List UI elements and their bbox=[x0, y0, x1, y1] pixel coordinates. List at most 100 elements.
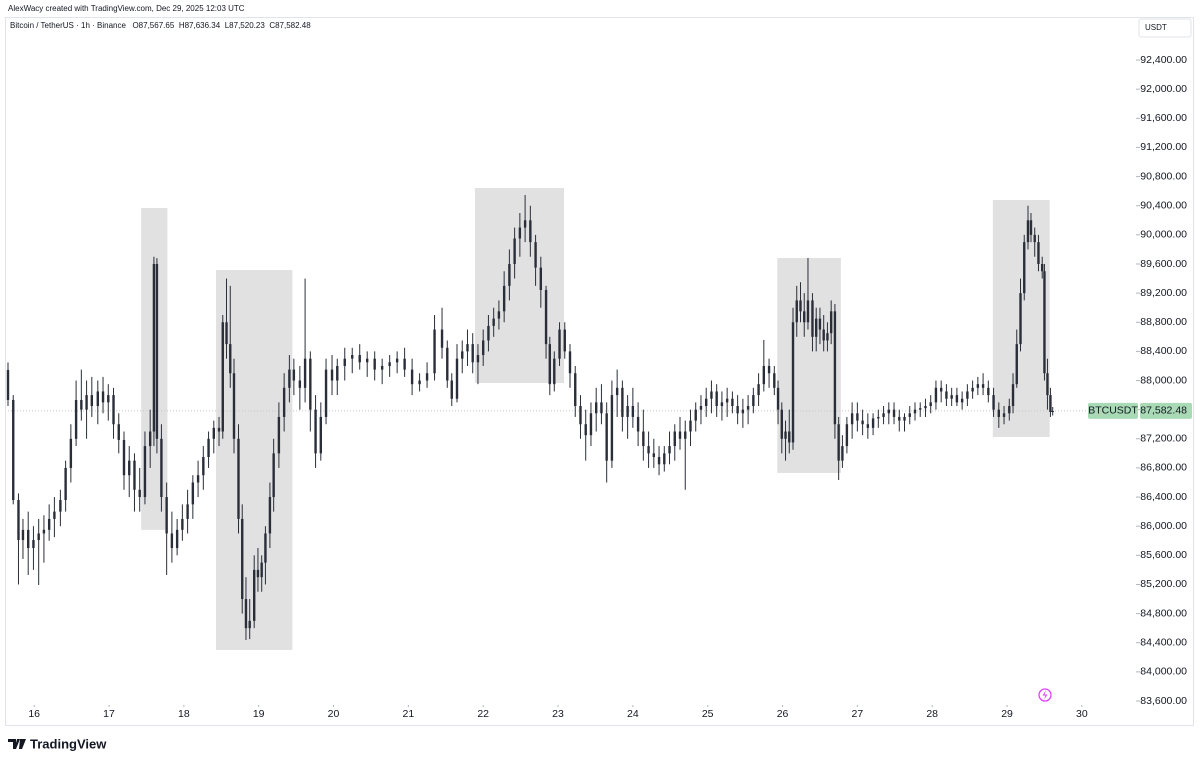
candle-body bbox=[191, 482, 195, 505]
brand-name[interactable]: TradingView bbox=[30, 736, 107, 751]
candle-body bbox=[992, 395, 995, 410]
candle-body bbox=[934, 387, 938, 403]
y-tick-label: 85,200.00 bbox=[1140, 578, 1187, 590]
candle-body bbox=[101, 391, 105, 403]
candle-body bbox=[523, 220, 527, 228]
x-tick-label: 23 bbox=[552, 708, 564, 720]
x-tick-label: 18 bbox=[178, 708, 190, 720]
price-tag bbox=[1140, 402, 1192, 419]
candle-body bbox=[955, 395, 959, 403]
candle-body bbox=[605, 413, 608, 461]
candle-body bbox=[138, 489, 141, 498]
candle-body bbox=[784, 431, 787, 439]
candle-body bbox=[987, 387, 990, 396]
candle-body bbox=[818, 318, 822, 330]
candle-body bbox=[799, 300, 802, 312]
candle-body bbox=[960, 398, 964, 403]
candle-body bbox=[268, 497, 272, 534]
candle-body bbox=[558, 329, 561, 359]
candle-body bbox=[403, 358, 406, 370]
candle-body bbox=[652, 453, 656, 458]
y-tick-label: 88,400.00 bbox=[1140, 345, 1187, 357]
ohlc-label: C87,582.48 bbox=[269, 21, 311, 30]
candle-body bbox=[767, 365, 771, 374]
candle-body bbox=[446, 347, 449, 381]
candle-body bbox=[1043, 271, 1046, 374]
candle-body bbox=[1051, 410, 1054, 413]
candle-body bbox=[440, 329, 444, 348]
candle-body bbox=[292, 369, 296, 381]
candle-body bbox=[272, 453, 275, 498]
candle-body bbox=[122, 439, 126, 476]
candle-body bbox=[80, 399, 83, 410]
brand-logo[interactable]: TradingView bbox=[8, 736, 107, 751]
x-tick-label: 30 bbox=[1076, 708, 1088, 720]
candle-body bbox=[997, 409, 1001, 417]
x-tick-label: 29 bbox=[1001, 708, 1013, 720]
candle-body bbox=[282, 387, 286, 417]
candle-body bbox=[244, 599, 248, 629]
candle-body bbox=[202, 457, 205, 476]
y-tick-label: 91,200.00 bbox=[1140, 141, 1187, 153]
candle-body bbox=[553, 358, 556, 385]
currency[interactable]: USDT bbox=[1145, 23, 1167, 32]
candle-body bbox=[642, 431, 645, 447]
candle-body bbox=[579, 406, 582, 425]
highlights bbox=[141, 188, 1050, 650]
candle-body bbox=[17, 499, 20, 541]
candle-body bbox=[822, 329, 825, 341]
candle-body bbox=[600, 402, 603, 414]
candle-body bbox=[248, 620, 251, 629]
candle-body bbox=[529, 220, 532, 243]
chart-title: Bitcoin / TetherUS · 1h · Binance bbox=[10, 21, 126, 30]
candle-body bbox=[492, 318, 495, 326]
candle-body bbox=[264, 533, 267, 563]
candle-body bbox=[1002, 413, 1006, 417]
candle-body bbox=[919, 408, 922, 410]
candle-body bbox=[882, 413, 885, 417]
candle-body bbox=[1023, 242, 1026, 294]
candle-body bbox=[260, 562, 263, 578]
candle-body bbox=[1026, 220, 1030, 243]
icon-bolt[interactable] bbox=[1042, 690, 1048, 700]
candle-body bbox=[148, 431, 152, 447]
x-tick-label: 27 bbox=[852, 708, 864, 720]
brand-mark[interactable] bbox=[8, 739, 26, 749]
candle-body bbox=[757, 384, 760, 396]
candle-body bbox=[908, 413, 911, 417]
candle-body bbox=[112, 395, 115, 425]
candle-body bbox=[425, 373, 429, 381]
currency-box[interactable] bbox=[1138, 18, 1192, 38]
y-tick-label: 90,800.00 bbox=[1140, 170, 1187, 182]
candle-body bbox=[90, 395, 94, 407]
candle-body bbox=[806, 300, 810, 323]
candle-body bbox=[589, 413, 593, 436]
candle-body bbox=[826, 333, 829, 341]
candle-body bbox=[1049, 395, 1052, 413]
candle-body bbox=[69, 438, 73, 468]
candle-body bbox=[903, 416, 906, 421]
candle-body bbox=[481, 340, 485, 356]
candle-body bbox=[64, 467, 67, 500]
candle-body bbox=[410, 369, 414, 385]
candle-body bbox=[631, 406, 635, 417]
candle-body bbox=[47, 518, 51, 530]
candle-body bbox=[966, 391, 969, 399]
candle-body bbox=[795, 300, 798, 323]
x-tick-label: 25 bbox=[702, 708, 714, 720]
candle-body bbox=[1011, 384, 1015, 407]
icon-circle[interactable] bbox=[1038, 688, 1052, 702]
replay-icon[interactable] bbox=[1038, 688, 1052, 702]
candle-body bbox=[461, 351, 464, 359]
x-tick-label: 16 bbox=[28, 708, 40, 720]
candle-body bbox=[466, 344, 469, 352]
y-tick-label: 90,000.00 bbox=[1140, 229, 1187, 241]
candle-body bbox=[6, 369, 10, 400]
y-tick-label: 84,000.00 bbox=[1140, 666, 1187, 678]
candle-body bbox=[418, 380, 421, 385]
candle-body bbox=[175, 529, 179, 549]
candle-body bbox=[1015, 344, 1018, 385]
candle-body bbox=[699, 406, 703, 410]
candles bbox=[6, 195, 1054, 640]
